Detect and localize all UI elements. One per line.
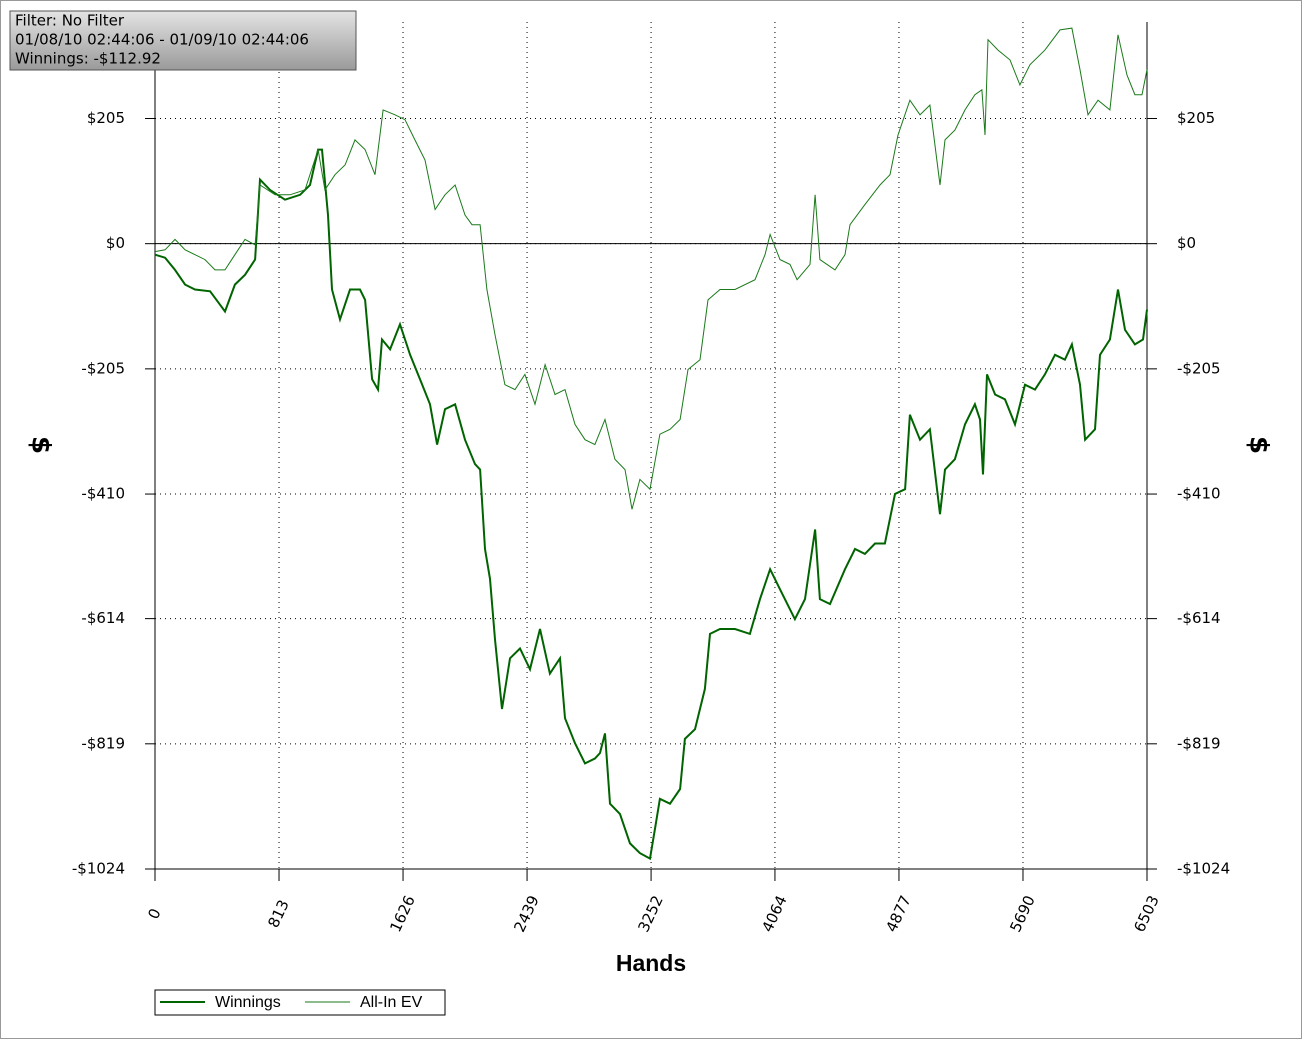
y2-tick-label: $0 bbox=[1177, 234, 1196, 252]
y-tick-label: $0 bbox=[106, 234, 125, 252]
info-filter: Filter: No Filter bbox=[15, 12, 125, 30]
info-dates: 01/08/10 02:44:06 - 01/09/10 02:44:06 bbox=[15, 31, 309, 49]
y-tick-label: -$1024 bbox=[72, 860, 125, 878]
series-line bbox=[154, 27, 1148, 510]
y-tick-label: $205 bbox=[87, 109, 125, 127]
series-line bbox=[154, 148, 1148, 861]
y-tick-label: -$614 bbox=[81, 609, 125, 627]
info-box bbox=[9, 10, 357, 71]
y-axis-title: $ bbox=[26, 436, 56, 454]
y-tick-label: -$819 bbox=[81, 734, 125, 752]
y2-tick-label: -$1024 bbox=[1177, 860, 1230, 878]
x-axis-title: Hands bbox=[616, 950, 686, 976]
y2-tick-label: -$614 bbox=[1177, 609, 1221, 627]
info-winnings: Winnings: -$112.92 bbox=[15, 50, 161, 68]
y2-tick-label: -$205 bbox=[1177, 359, 1221, 377]
legend-label: All-In EV bbox=[360, 994, 423, 1011]
y2-tick-label: -$819 bbox=[1177, 734, 1221, 752]
y-tick-label: -$410 bbox=[81, 485, 125, 503]
y2-axis-title: $ bbox=[1244, 436, 1274, 454]
y2-tick-label: $205 bbox=[1177, 109, 1215, 127]
y-tick-label: -$205 bbox=[81, 359, 125, 377]
plot-area bbox=[145, 22, 1157, 881]
legend-label: Winnings bbox=[215, 994, 281, 1011]
y2-tick-label: -$410 bbox=[1177, 485, 1221, 503]
legend bbox=[154, 989, 446, 1016]
